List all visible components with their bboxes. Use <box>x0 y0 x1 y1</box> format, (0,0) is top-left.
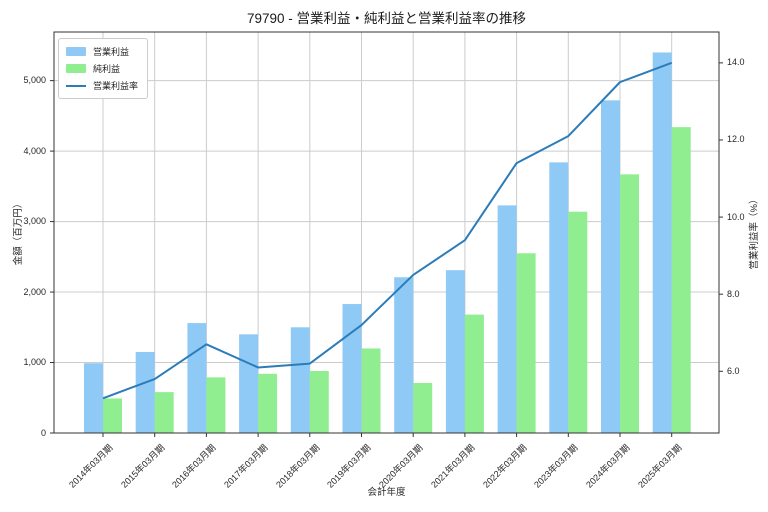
y-tick-label-left: 1,000 <box>23 357 46 368</box>
net-profit-bar <box>206 377 226 433</box>
operating-profit-bar <box>445 270 465 433</box>
operating-profit-bar <box>601 100 620 433</box>
operating-margin-line <box>102 61 673 400</box>
net-profit-bar <box>103 398 122 433</box>
y-tick-label-left: 5,000 <box>23 75 46 86</box>
net-profit-bar <box>464 314 484 433</box>
chart-title: 79790 - 営業利益・純利益と営業利益率の推移 <box>246 11 527 26</box>
y-axis-label-right: 営業利益率（%） <box>749 194 760 270</box>
operating-profit-bar <box>290 327 310 433</box>
legend-item-net-profit: 純利益 <box>66 62 138 75</box>
operating-profit-bar <box>135 351 155 433</box>
legend-label-operating-margin: 営業利益率 <box>93 81 139 91</box>
operating-profit-bar <box>342 304 362 433</box>
y-tick-label-right: 6.0 <box>727 365 740 376</box>
operating-profit-bar <box>187 323 207 433</box>
legend-item-operating-margin: 営業利益率 <box>66 79 138 92</box>
legend-label-operating-profit: 営業利益 <box>93 47 130 57</box>
net-profit-bar <box>671 127 691 433</box>
y-tick-label-left: 4,000 <box>23 145 46 156</box>
y-tick-label-right: 10.0 <box>727 211 745 222</box>
y-tick-label-left: 3,000 <box>23 216 46 227</box>
y-tick-label-right: 14.0 <box>727 57 745 68</box>
y-tick-label-right: 8.0 <box>727 288 740 299</box>
y-tick-label-left: 0 <box>40 427 46 438</box>
legend: 営業利益 純利益 営業利益率 <box>58 38 149 99</box>
legend-item-operating-profit: 営業利益 <box>66 45 138 58</box>
operating-profit-swatch-icon <box>66 47 86 56</box>
y-tick-label-left: 2,000 <box>23 286 46 297</box>
operating-profit-bar <box>239 334 259 433</box>
net-profit-bar <box>309 370 329 433</box>
net-profit-bar <box>361 348 381 433</box>
net-profit-bar <box>516 253 536 433</box>
operating-profit-bar <box>394 277 414 433</box>
y-axis-label-left: 金額（百万円） <box>13 198 24 266</box>
operating-profit-bar <box>497 205 517 433</box>
operating-margin-line-swatch-icon <box>66 84 86 87</box>
net-profit-bar <box>568 211 588 433</box>
operating-profit-bar <box>652 52 672 433</box>
operating-profit-bar <box>549 162 569 433</box>
net-profit-bar <box>154 392 174 433</box>
net-profit-swatch-icon <box>66 64 86 73</box>
net-profit-bar <box>413 382 433 433</box>
net-profit-bar <box>258 373 278 433</box>
operating-profit-bar <box>84 363 103 433</box>
x-axis-label: 会計年度 <box>367 487 406 498</box>
y-tick-label-right: 12.0 <box>727 134 745 145</box>
plot-border <box>53 31 720 434</box>
net-profit-bar <box>620 174 639 433</box>
legend-label-net-profit: 純利益 <box>93 64 121 74</box>
